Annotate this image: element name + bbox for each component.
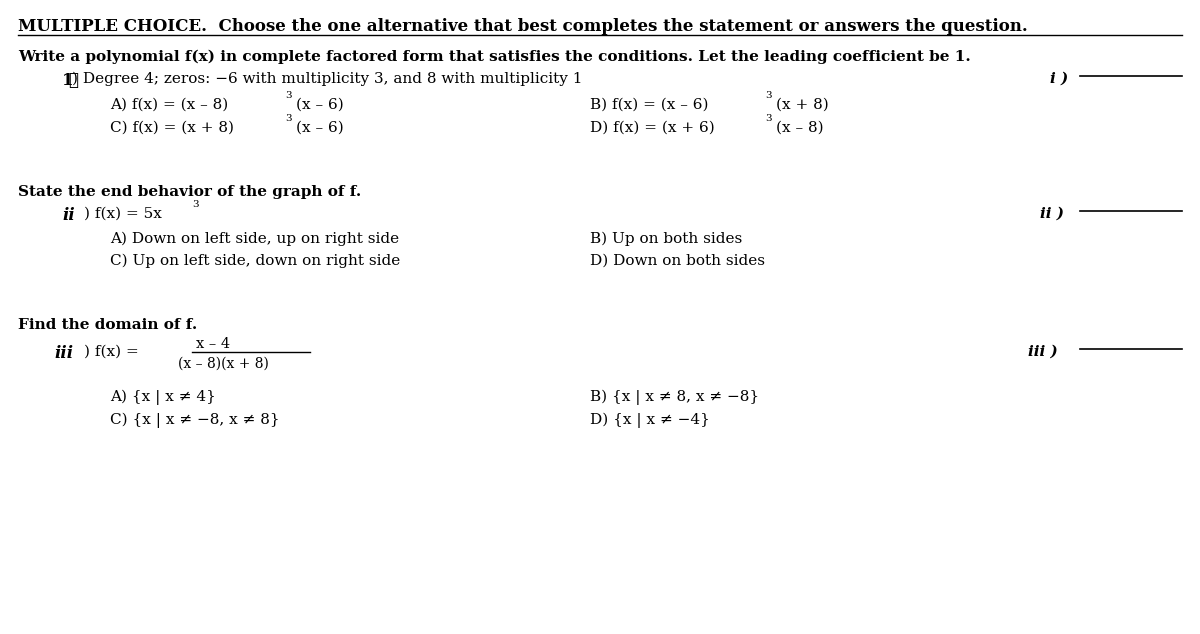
- Text: MULTIPLE CHOICE.  Choose the one alternative that best completes the statement o: MULTIPLE CHOICE. Choose the one alternat…: [18, 18, 1027, 35]
- Text: (x – 8): (x – 8): [776, 121, 823, 135]
- Text: ) Degree 4; zeros: −6 with multiplicity 3, and 8 with multiplicity 1: ) Degree 4; zeros: −6 with multiplicity …: [72, 72, 582, 86]
- Text: Write a polynomial f(x) in complete factored form that satisfies the conditions.: Write a polynomial f(x) in complete fact…: [18, 50, 971, 65]
- Text: D) {x | x ≠ −4}: D) {x | x ≠ −4}: [590, 413, 710, 429]
- Text: D) f(x) = (x + 6): D) f(x) = (x + 6): [590, 121, 715, 135]
- Text: C) f(x) = (x + 8): C) f(x) = (x + 8): [110, 121, 234, 135]
- Text: State the end behavior of the graph of f.: State the end behavior of the graph of f…: [18, 185, 361, 199]
- Text: (x + 8): (x + 8): [776, 98, 829, 112]
- Text: Find the domain of f.: Find the domain of f.: [18, 318, 197, 332]
- Text: 1: 1: [62, 72, 73, 89]
- Text: A) {x | x ≠ 4}: A) {x | x ≠ 4}: [110, 390, 216, 405]
- Text: 3: 3: [286, 91, 292, 100]
- Text: D) Down on both sides: D) Down on both sides: [590, 254, 766, 268]
- Text: 3: 3: [192, 200, 199, 209]
- Text: B) f(x) = (x – 6): B) f(x) = (x – 6): [590, 98, 708, 112]
- Text: ) f(x) = 5x: ) f(x) = 5x: [84, 207, 162, 221]
- Text: 3: 3: [766, 91, 772, 100]
- Text: ii: ii: [62, 207, 74, 224]
- Text: A) Down on left side, up on right side: A) Down on left side, up on right side: [110, 232, 400, 247]
- Text: 3: 3: [766, 114, 772, 123]
- Text: ii ): ii ): [1040, 207, 1064, 221]
- Text: iii: iii: [54, 345, 73, 362]
- Text: ①: ①: [68, 72, 78, 89]
- Text: (x – 8)(x + 8): (x – 8)(x + 8): [178, 357, 269, 371]
- Text: C) {x | x ≠ −8, x ≠ 8}: C) {x | x ≠ −8, x ≠ 8}: [110, 413, 280, 429]
- Text: i ): i ): [1050, 72, 1068, 86]
- Text: (x – 6): (x – 6): [296, 121, 343, 135]
- Text: x – 4: x – 4: [196, 337, 230, 351]
- Text: 3: 3: [286, 114, 292, 123]
- Text: iii ): iii ): [1028, 345, 1057, 359]
- Text: (x – 6): (x – 6): [296, 98, 343, 112]
- Text: A) f(x) = (x – 8): A) f(x) = (x – 8): [110, 98, 228, 112]
- Text: B) Up on both sides: B) Up on both sides: [590, 232, 743, 247]
- Text: ) f(x) =: ) f(x) =: [84, 345, 139, 359]
- Text: C) Up on left side, down on right side: C) Up on left side, down on right side: [110, 254, 401, 268]
- Text: B) {x | x ≠ 8, x ≠ −8}: B) {x | x ≠ 8, x ≠ −8}: [590, 390, 760, 405]
